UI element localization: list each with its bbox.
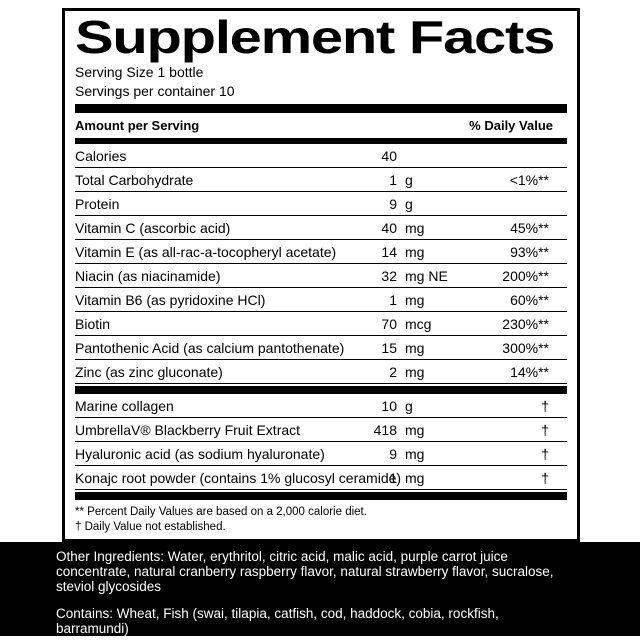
nutrient-name: Biotin — [75, 316, 111, 332]
nutrient-amount: 1 — [389, 172, 397, 188]
nutrient-name: Niacin (as niacinamide) — [75, 268, 221, 284]
nutrient-daily-value: <1%** — [509, 172, 549, 188]
nutrient-unit: mg — [405, 244, 425, 260]
ingredients-band: Other Ingredients: Water, erythritol, ci… — [0, 542, 640, 636]
contains-line: barramundi) — [56, 621, 129, 636]
nutrient-row-vitamin-e: 14 mg 93%** Vitamin E (as all-rac-a-toco… — [75, 240, 567, 264]
nutrient-name: UmbrellaV® Blackberry Fruit Extract — [75, 422, 301, 438]
nutrient-unit: g — [405, 172, 413, 188]
other-ingredients-line: Other Ingredients: Water, erythritol, ci… — [56, 549, 508, 564]
nutrient-unit: mg — [405, 422, 425, 438]
nutrient-name: Pantothenic Acid (as calcium pantothenat… — [75, 340, 345, 356]
nutrient-row-biotin: 70 mcg 230%** Biotin — [75, 312, 567, 336]
nutrient-row-protein: 9 g Protein — [75, 192, 567, 216]
other-ingredients-paragraph: Other Ingredients: Water, erythritol, ci… — [56, 549, 600, 594]
other-ingredients-line: concentrate, natural cranberry raspberry… — [56, 564, 554, 579]
nutrient-daily-value: † — [541, 398, 549, 414]
nutrient-name: Konajc root powder (contains 1% glucosyl… — [75, 470, 402, 486]
column-header-amount: Amount per Serving — [75, 118, 200, 133]
nutrient-row-niacin: 32 mg NE 200%** Niacin (as niacinamide) — [75, 264, 567, 288]
nutrient-amount: 1 — [389, 292, 397, 308]
nutrient-row-vitamin-b6: 1 mg 60%** Vitamin B6 (as pyridoxine HCl… — [75, 288, 567, 312]
nutrient-unit: mg — [405, 364, 425, 380]
nutrient-name: Marine collagen — [75, 398, 174, 414]
nutrient-name: Vitamin C (ascorbic acid) — [75, 220, 231, 236]
nutrient-unit: g — [405, 196, 413, 212]
nutrient-amount: 40 — [381, 220, 397, 236]
supplement-facts-panel: Supplement Facts Serving Size 1 bottle S… — [62, 8, 580, 542]
nutrient-name: Total Carbohydrate — [75, 172, 194, 188]
nutrient-amount: 9 — [389, 196, 397, 212]
other-ingredients-line: steviol glycosides — [56, 579, 162, 594]
nutrient-amount: 32 — [381, 268, 397, 284]
nutrient-name: Calories — [75, 148, 127, 164]
nutrient-name: Zinc (as zinc gluconate) — [75, 364, 223, 380]
section-bar-bottom — [75, 492, 567, 500]
section-bar-header — [75, 138, 567, 144]
nutrient-amount: 2 — [389, 364, 397, 380]
serving-size: Serving Size 1 bottle — [75, 64, 204, 80]
servings-per-container: Servings per container 10 — [75, 83, 235, 99]
nutrient-unit: mg — [405, 292, 425, 308]
nutrient-unit: g — [405, 398, 413, 414]
nutrient-daily-value: 200%** — [502, 268, 549, 284]
nutrient-unit: mcg — [405, 316, 432, 332]
column-header-row: Amount per Serving % Daily Value — [75, 113, 567, 138]
nutrient-unit: mg — [405, 340, 425, 356]
nutrient-row-calories: 40 Calories — [75, 144, 567, 168]
nutrient-daily-value: 14%** — [510, 364, 549, 380]
nutrient-amount: 418 — [373, 422, 397, 438]
nutrient-name: Protein — [75, 196, 120, 212]
nutrient-daily-value: † — [541, 446, 549, 462]
footnotes: ** Percent Daily Values are based on a 2… — [75, 505, 567, 535]
nutrient-daily-value: † — [541, 422, 549, 438]
nutrient-amount: 14 — [381, 244, 397, 260]
nutrient-row-pantothenic-acid: 15 mg 300%** Pantothenic Acid (as calciu… — [75, 336, 567, 360]
footnote-daily-values: ** Percent Daily Values are based on a 2… — [75, 506, 367, 518]
nutrient-unit: mg NE — [405, 268, 448, 284]
nutrient-row-zinc: 2 mg 14%** Zinc (as zinc gluconate) — [75, 360, 567, 384]
nutrient-daily-value: 300%** — [502, 340, 549, 356]
column-header-daily-value: % Daily Value — [469, 118, 553, 133]
nutrient-amount: 1 — [389, 470, 397, 486]
nutrient-unit: mg — [405, 220, 425, 236]
nutrient-row-blackberry-extract: 418 mg † UmbrellaV® Blackberry Fruit Ext… — [75, 418, 567, 442]
nutrient-amount: 9 — [389, 446, 397, 462]
panel-title: Supplement Facts — [75, 11, 555, 63]
nutrient-name: Vitamin B6 (as pyridoxine HCl) — [75, 292, 266, 308]
contains-line: Contains: Wheat, Fish (swai, tilapia, ca… — [56, 606, 499, 621]
nutrient-unit: mg — [405, 470, 425, 486]
nutrient-amount: 70 — [381, 316, 397, 332]
section-bar-mid — [75, 386, 567, 394]
section-bar-top — [75, 104, 567, 113]
nutrient-daily-value: 93%** — [510, 244, 549, 260]
nutrient-amount: 10 — [381, 398, 397, 414]
nutrient-amount: 40 — [381, 148, 397, 164]
contains-paragraph: Contains: Wheat, Fish (swai, tilapia, ca… — [56, 606, 600, 636]
nutrient-row-marine-collagen: 10 g † Marine collagen — [75, 394, 567, 418]
nutrient-daily-value: 230%** — [502, 316, 549, 332]
nutrient-row-total-carbohydrate: 1 g <1%** Total Carbohydrate — [75, 168, 567, 192]
nutrient-row-konajc-root: 1 mg † Konajc root powder (contains 1% g… — [75, 466, 567, 490]
nutrient-name: Hyaluronic acid (as sodium hyaluronate) — [75, 446, 325, 462]
nutrient-daily-value: 60%** — [510, 292, 549, 308]
nutrient-row-vitamin-c: 40 mg 45%** Vitamin C (ascorbic acid) — [75, 216, 567, 240]
nutrient-name: Vitamin E (as all-rac-a-tocopheryl aceta… — [75, 244, 337, 260]
nutrient-amount: 15 — [381, 340, 397, 356]
nutrient-daily-value: 45%** — [510, 220, 549, 236]
nutrient-unit: mg — [405, 446, 425, 462]
nutrient-daily-value: † — [541, 470, 549, 486]
footnote-dagger: † Daily Value not established. — [75, 521, 226, 533]
nutrient-row-hyaluronic-acid: 9 mg † Hyaluronic acid (as sodium hyalur… — [75, 442, 567, 466]
